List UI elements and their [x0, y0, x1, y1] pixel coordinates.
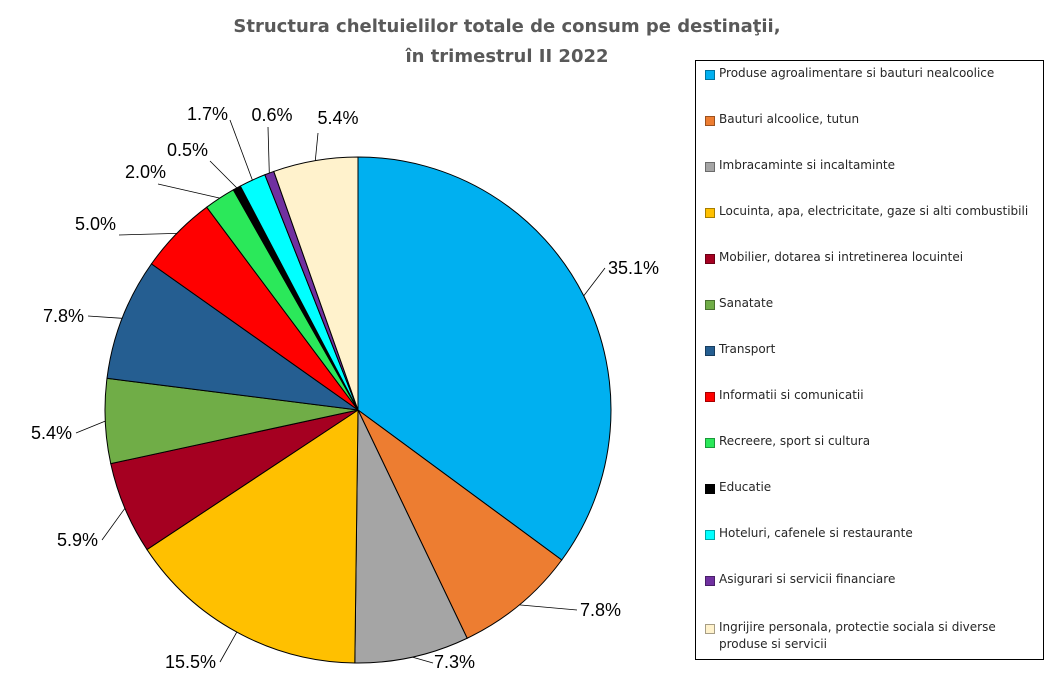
legend-swatch [705, 346, 715, 356]
legend-label: Educatie [719, 480, 772, 494]
leader-line-ingrijire-personala-protectie-sociala-si-diverse-produse-si-servicii [314, 132, 319, 161]
legend-swatch [705, 576, 715, 586]
data-label-ingrijire-personala-protectie-sociala-si-diverse-produse-si-servicii: 5.4% [317, 108, 358, 128]
legend-swatch [705, 530, 715, 540]
legend-item-informatii-si-comunicatii: Informatii si comunicatii [705, 387, 1037, 404]
legend-swatch [705, 254, 715, 264]
pie-slice-ingrijire-personala-protectie-sociala-si-diverse-produse-si-servicii [273, 156, 359, 411]
legend-item-locuinta-apa-electricitate-gaze-si-alti-combustibili: Locuinta, apa, electricitate, gaze si al… [705, 203, 1037, 220]
chart-title: Structura cheltuielilor totale de consum… [233, 16, 780, 37]
legend-label: Informatii si comunicatii [719, 388, 864, 402]
legend-item-produse-agroalimentare-si-bauturi-nealcoolice: Produse agroalimentare si bauturi nealco… [705, 65, 1037, 82]
legend-swatch [705, 70, 715, 80]
legend-label: Bauturi alcoolice, tutun [719, 112, 860, 126]
data-labels: 35.1%7.8%7.3%15.5%5.9%5.4%7.8%5.0%2.0%0.… [31, 104, 659, 672]
legend-swatch [705, 624, 715, 634]
legend-swatch [705, 208, 715, 218]
legend: Produse agroalimentare si bauturi nealco… [695, 60, 1044, 660]
leader-lines [75, 119, 606, 664]
data-label-hoteluri-cafenele-si-restaurante: 1.7% [187, 104, 228, 124]
legend-swatch [705, 392, 715, 402]
pie-slice-imbracaminte-si-incaltaminte [354, 409, 468, 664]
leader-line-locuinta-apa-electricitate-gaze-si-alti-combustibili [219, 631, 238, 663]
legend-label: Transport [719, 342, 776, 356]
chart-subtitle: în trimestrul II 2022 [404, 46, 608, 67]
data-label-bauturi-alcoolice-tutun: 7.8% [580, 600, 621, 620]
legend-label: Ingrijire personala, protectie sociala s… [719, 620, 996, 651]
legend-item-ingrijire-personala-protectie-sociala-si-diverse-produse-si-servicii: Ingrijire personala, protectie sociala s… [705, 619, 1037, 653]
legend-item-educatie: Educatie [705, 479, 1037, 496]
legend-label: Asigurari si servicii financiare [719, 572, 896, 586]
leader-line-educatie [209, 160, 238, 189]
leader-line-sanatate [75, 420, 106, 434]
legend-swatch [705, 162, 715, 172]
legend-label: Hoteluri, cafenele si restaurante [719, 526, 913, 540]
pie-slice-locuinta-apa-electricitate-gaze-si-alti-combustibili [146, 409, 359, 664]
data-label-mobilier-dotarea-si-intretinerea-locuintei: 5.9% [57, 530, 98, 550]
pie-slice-bauturi-alcoolice-tutun [357, 409, 563, 639]
leader-line-recreere-sport-si-cultura [157, 183, 220, 199]
legend-label: Produse agroalimentare si bauturi nealco… [719, 66, 995, 80]
legend-label: Sanatate [719, 296, 774, 310]
data-label-informatii-si-comunicatii: 5.0% [75, 214, 116, 234]
legend-item-mobilier-dotarea-si-intretinerea-locuintei: Mobilier, dotarea si intretinerea locuin… [705, 249, 1037, 266]
leader-line-bauturi-alcoolice-tutun [519, 604, 578, 611]
legend-label: Recreere, sport si cultura [719, 434, 871, 448]
legend-swatch [705, 438, 715, 448]
leader-line-produse-agroalimentare-si-bauturi-nealcoolice [583, 267, 606, 297]
data-label-educatie: 0.5% [167, 140, 208, 160]
legend-item-recreere-sport-si-cultura: Recreere, sport si cultura [705, 433, 1037, 450]
data-label-imbracaminte-si-incaltaminte: 7.3% [434, 652, 475, 672]
data-label-produse-agroalimentare-si-bauturi-nealcoolice: 35.1% [608, 258, 659, 278]
leader-line-asigurari-si-servicii-financiare [267, 126, 270, 174]
pie-slice-produse-agroalimentare-si-bauturi-nealcoolice [357, 156, 612, 561]
data-label-locuinta-apa-electricitate-gaze-si-alti-combustibili: 15.5% [165, 652, 216, 672]
data-label-asigurari-si-servicii-financiare: 0.6% [251, 105, 292, 125]
legend-swatch [705, 300, 715, 310]
leader-line-transport [87, 315, 123, 319]
leader-line-imbracaminte-si-incaltaminte [412, 656, 434, 664]
data-label-transport: 7.8% [43, 306, 84, 326]
legend-swatch [705, 484, 715, 494]
legend-label: Locuinta, apa, electricitate, gaze si al… [719, 204, 1029, 218]
legend-label: Imbracaminte si incaltaminte [719, 158, 896, 172]
legend-item-transport: Transport [705, 341, 1037, 358]
pie-slices [104, 156, 612, 664]
leader-line-hoteluri-cafenele-si-restaurante [229, 119, 253, 181]
data-label-sanatate: 5.4% [31, 423, 72, 443]
legend-item-sanatate: Sanatate [705, 295, 1037, 312]
legend-label: Mobilier, dotarea si intretinerea locuin… [719, 250, 964, 264]
leader-line-mobilier-dotarea-si-intretinerea-locuintei [101, 508, 126, 541]
legend-swatch [705, 116, 715, 126]
data-label-recreere-sport-si-cultura: 2.0% [125, 162, 166, 182]
legend-item-asigurari-si-servicii-financiare: Asigurari si servicii financiare [705, 571, 1037, 588]
legend-item-hoteluri-cafenele-si-restaurante: Hoteluri, cafenele si restaurante [705, 525, 1037, 542]
legend-item-bauturi-alcoolice-tutun: Bauturi alcoolice, tutun [705, 111, 1037, 128]
leader-line-informatii-si-comunicatii [118, 233, 177, 236]
legend-item-imbracaminte-si-incaltaminte: Imbracaminte si incaltaminte [705, 157, 1037, 174]
